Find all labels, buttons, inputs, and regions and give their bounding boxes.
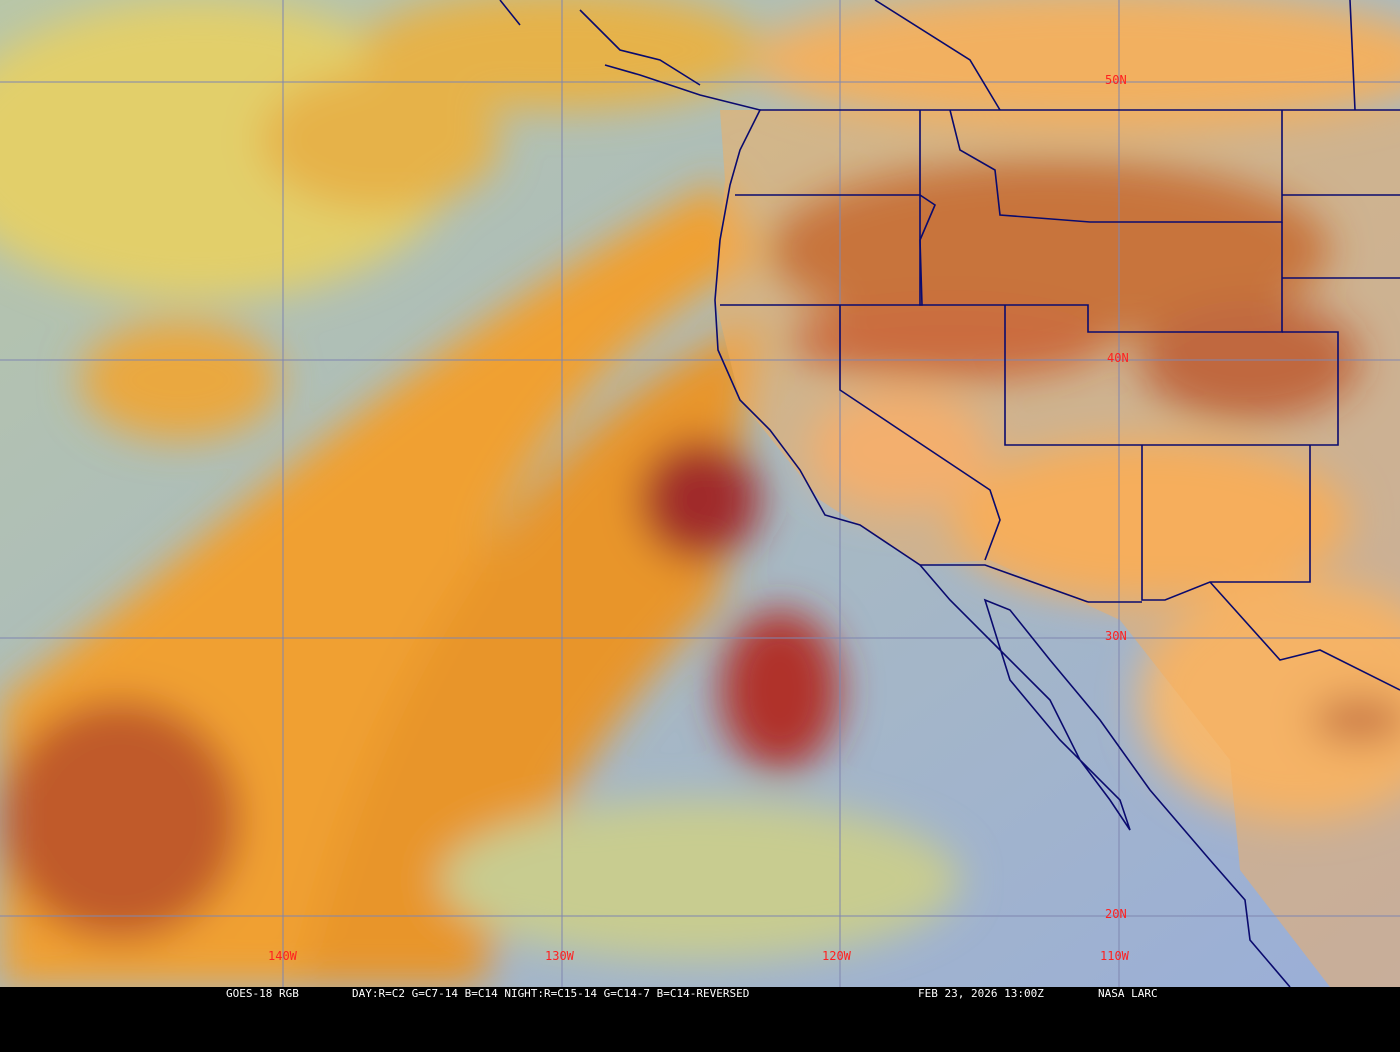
caption-bar: GOES-18 RGB DAY:R=C2 G=C7-14 B=C14 NIGHT… (0, 987, 1400, 1000)
credit: NASA LARC (1098, 987, 1158, 1000)
lat-label-30n: 30N (1105, 629, 1127, 643)
grid-lines (0, 0, 1400, 987)
lon-label-120w: 120W (822, 949, 852, 963)
lat-label-40n: 40N (1107, 351, 1129, 365)
lat-label-50n: 50N (1105, 73, 1127, 87)
satellite-image: 50N 40N 30N 20N 140W 130W 120W 110W (0, 0, 1400, 987)
rgb-recipe: DAY:R=C2 G=C7-14 B=C14 NIGHT:R=C15-14 G=… (352, 987, 750, 1000)
grid-labels: 50N 40N 30N 20N 140W 130W 120W 110W (268, 73, 1130, 963)
product-name: GOES-18 RGB (226, 987, 299, 1000)
land-fill (715, 110, 1400, 987)
timestamp: FEB 23, 2026 13:00Z (918, 987, 1044, 1000)
lon-label-130w: 130W (545, 949, 575, 963)
lat-label-20n: 20N (1105, 907, 1127, 921)
lon-label-140w: 140W (268, 949, 298, 963)
lon-label-110w: 110W (1100, 949, 1130, 963)
political-boundaries (499, 0, 1400, 987)
